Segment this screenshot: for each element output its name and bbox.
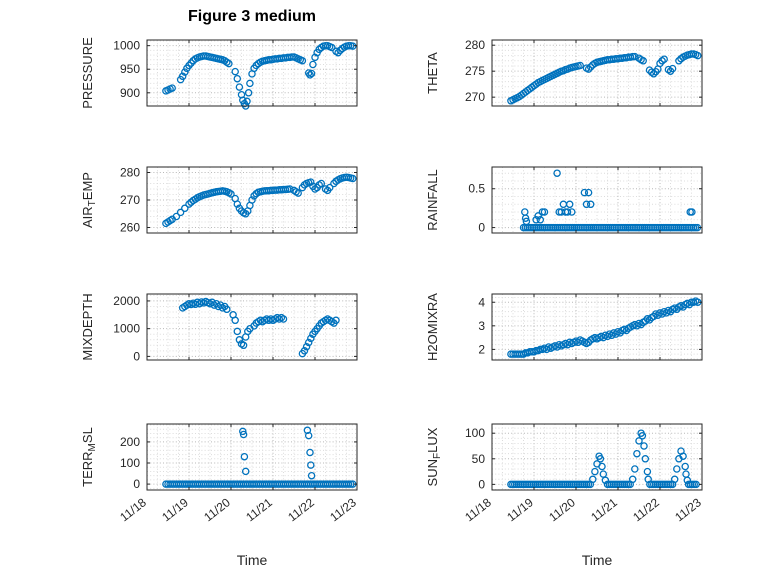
y-tick-label: 0 [133,477,140,491]
terrmsl-scatter-series [162,426,357,488]
mixdepth-plot-svg: 0 1000 2000 MIXDEPTH [80,293,358,363]
mixdepth-y-axis-label: MIXDEPTH [80,293,95,360]
y-tick-label: 200 [120,435,140,449]
axes-box [491,423,703,491]
minor-grid [147,40,357,106]
y-tick-label: 1000 [113,322,140,336]
h2omixra-scatter-series [507,297,702,358]
x-tick-label: 11/18 [117,495,149,524]
tick-marks [146,294,358,360]
x-tick-label: 11/18 [462,495,494,524]
pressure-plot-svg: 900 950 1000 PRESSURE [80,37,358,110]
subplot-theta: 270 275 280 THETA [407,28,710,118]
airtemp-y-axis-label: AIRTEMP [80,172,98,228]
y-tick-label: 275 [465,64,485,78]
y-tick-label: 100 [120,456,140,470]
subplot-rainfall: 0 0.5 RAINFALL [407,155,710,245]
minor-grid [492,167,702,233]
sunflux-y-axis-label: SUNFLUX [425,427,443,486]
minor-grid [147,424,357,490]
x-tick-label: 11/19 [159,495,191,524]
y-tick-label: 50 [472,452,486,466]
mixdepth-scatter-series [178,297,340,358]
axes-box [491,293,703,361]
rainfall-plot-svg: 0 0.5 RAINFALL [425,166,703,235]
terrmsl-plot-svg: 0 100 200 11/18 11/19 11/20 11/21 11/22 11/23 TER… [80,423,359,524]
x-tick-label: 11/21 [243,495,275,524]
terrmsl-y-axis-label: TERRMSL [80,427,98,487]
y-tick-label: 0.5 [468,182,485,196]
minor-grid [492,424,702,490]
y-tick-label: 4 [478,295,485,309]
tick-marks [146,167,358,233]
y-tick-label: 0 [478,221,485,235]
axes-box [491,39,703,107]
h2omixra-y-axis-label: H2OMIXRA [425,293,440,361]
x-tick-label: 11/23 [327,495,359,524]
y-tick-label: 100 [465,426,485,440]
y-tick-label: 3 [478,319,485,333]
x-tick-label: 11/19 [504,495,536,524]
subplot-airtemp: 260 270 280 AIRTEMP [62,155,365,245]
axes-box [146,39,358,107]
y-tick-label: 270 [465,90,485,104]
x-axis-label-left: Time [236,552,268,568]
y-tick-label: 280 [465,38,485,52]
subplot-h2omixra: 2 3 4 H2OMIXRA [407,282,710,372]
y-tick-label: 0 [133,349,140,363]
subplot-sunflux: 0 50 100 11/18 11/19 11/20 11/21 11/22 11/23 SUNF… [407,412,710,552]
x-tick-label: 11/20 [546,495,578,524]
subplot-pressure: 900 950 1000 PRESSURE [62,28,365,118]
pressure-scatter-series [162,41,357,110]
subplot-mixdepth: 0 1000 2000 MIXDEPTH [62,282,365,372]
x-tick-label: 11/22 [630,495,662,524]
axes-box [491,166,703,234]
theta-scatter-series [507,50,702,105]
sunflux-scatter-series [507,429,700,489]
y-tick-label: 280 [120,166,140,180]
minor-grid [147,166,357,234]
tick-marks [491,167,703,233]
tick-marks [491,40,703,106]
x-tick-label: 11/22 [285,495,317,524]
tick-marks [146,424,358,490]
y-tick-label: 270 [120,193,140,207]
airtemp-plot-svg: 260 270 280 AIRTEMP [80,166,358,235]
subplot-terrmsl: 0 100 200 11/18 11/19 11/20 11/21 11/22 11/23 TER… [62,412,365,552]
y-tick-label: 2000 [113,294,140,308]
x-axis-label-right: Time [581,552,613,568]
theta-y-axis-label: THETA [425,52,440,94]
y-tick-label: 950 [120,62,140,76]
x-tick-label: 11/20 [201,495,233,524]
tick-marks [146,40,358,106]
axes-box [146,423,358,491]
y-tick-label: 260 [120,221,140,235]
x-tick-label: 11/21 [588,495,620,524]
pressure-y-axis-label: PRESSURE [80,37,95,109]
tick-marks [491,294,703,360]
sunflux-plot-svg: 0 50 100 11/18 11/19 11/20 11/21 11/22 11/23 SUNF… [425,423,704,524]
y-tick-label: 900 [120,86,140,100]
figure-title: Figure 3 medium [187,8,317,25]
h2omixra-plot-svg: 2 3 4 H2OMIXRA [425,293,703,361]
axes-box [146,293,358,361]
y-tick-label: 1000 [113,39,140,53]
x-tick-label: 11/23 [672,495,704,524]
y-tick-label: 0 [478,477,485,491]
rainfall-y-axis-label: RAINFALL [425,169,440,230]
tick-marks [491,424,703,490]
theta-plot-svg: 270 275 280 THETA [425,38,703,107]
y-tick-label: 2 [478,342,485,356]
airtemp-scatter-series [162,173,357,228]
rainfall-scatter-series [519,169,702,232]
